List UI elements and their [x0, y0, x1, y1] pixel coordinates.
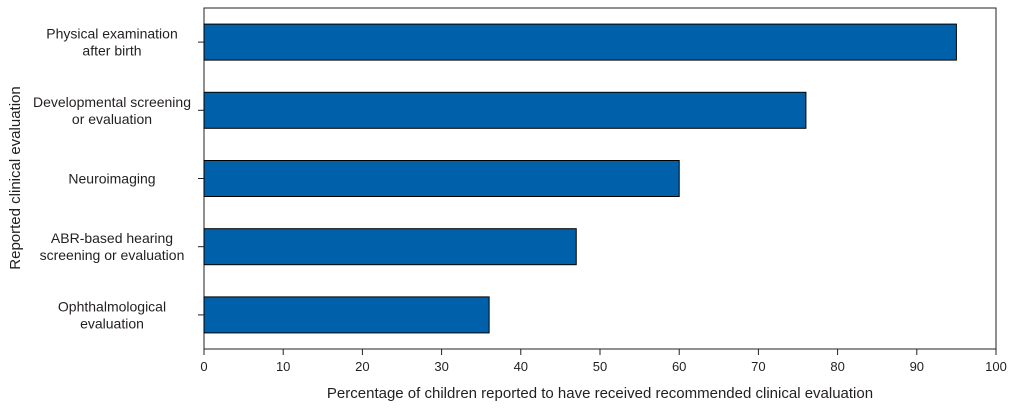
- bars: [203, 23, 957, 334]
- x-axis-title: Percentage of children reported to have …: [327, 385, 873, 402]
- x-tick-label-2: 20: [355, 359, 369, 374]
- category-label-2: Neuroimaging: [68, 171, 155, 187]
- x-tick-label-10: 100: [985, 359, 1007, 374]
- x-tick-label-1: 10: [276, 359, 290, 374]
- x-tick-label-4: 40: [514, 359, 528, 374]
- category-label-0: Physical examination after birth: [46, 26, 178, 59]
- bar-0: [203, 23, 957, 61]
- x-tick-label-5: 50: [593, 359, 607, 374]
- category-label-4: Ophthalmological evaluation: [58, 298, 166, 331]
- category-label-line: Physical examination: [46, 26, 178, 42]
- x-tick-label-6: 60: [672, 359, 686, 374]
- x-tick-label-9: 90: [910, 359, 924, 374]
- category-label-3: ABR-based hearing screening or evaluation: [40, 230, 185, 263]
- bar-4: [203, 296, 490, 334]
- y-tick-marks: [198, 41, 204, 316]
- category-label-line: Ophthalmological: [58, 298, 166, 314]
- category-label-1: Developmental screening or evaluation: [33, 94, 191, 127]
- y-axis-title: Reported clinical evaluation: [7, 86, 24, 269]
- category-label-line: or evaluation: [72, 111, 152, 127]
- category-label-line: evaluation: [80, 315, 144, 331]
- x-tick-label-7: 70: [751, 359, 765, 374]
- category-label-line: Neuroimaging: [68, 171, 155, 187]
- x-tick-label-0: 0: [200, 359, 207, 374]
- category-label-line: screening or evaluation: [40, 247, 185, 263]
- category-labels: Physical examination after birth Developme…: [33, 26, 191, 332]
- bar-3: [203, 228, 577, 266]
- x-tick-label-8: 80: [830, 359, 844, 374]
- x-tick-label-3: 30: [434, 359, 448, 374]
- bar-1: [203, 91, 807, 129]
- x-ticks: [203, 349, 997, 355]
- category-label-line: after birth: [82, 43, 141, 59]
- x-tick-labels: 0 10 20 30 40 50 60 70 80 90 100: [200, 359, 1006, 374]
- category-label-line: Developmental screening: [33, 94, 191, 110]
- category-label-line: ABR-based hearing: [51, 230, 173, 246]
- bar-2: [203, 160, 680, 197]
